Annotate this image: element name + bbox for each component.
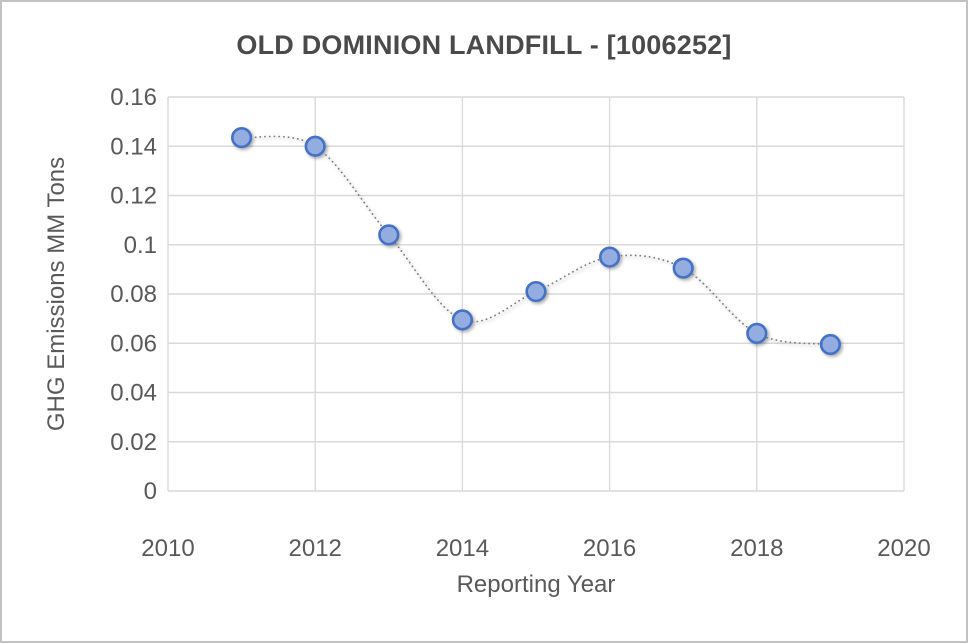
data-point-2016 xyxy=(598,246,621,268)
y-tick-label: 0.14 xyxy=(110,133,157,160)
data-point-2013 xyxy=(378,224,400,246)
data-point-2019 xyxy=(819,333,842,356)
y-tick-label: 0.12 xyxy=(110,183,157,210)
x-tick-label: 2014 xyxy=(436,535,489,562)
data-point-2018 xyxy=(746,322,768,345)
data-point-2011 xyxy=(231,127,253,149)
y-tick-label: 0.1 xyxy=(124,232,157,259)
series-ghg-emissions xyxy=(231,127,842,356)
x-tick-label: 2010 xyxy=(141,535,194,562)
y-tick-label: 0.04 xyxy=(110,380,157,407)
data-point-2017 xyxy=(672,257,694,279)
x-tick-label: 2018 xyxy=(730,535,783,562)
data-point-2012 xyxy=(304,135,326,157)
y-tick-label: 0.08 xyxy=(110,281,157,308)
y-tick-label: 0.02 xyxy=(110,429,157,456)
data-point-2014 xyxy=(451,309,474,331)
chart-title: OLD DOMINION LANDFILL - [1006252] xyxy=(236,30,732,60)
y-tick-label: 0 xyxy=(144,478,157,505)
data-point-2015 xyxy=(525,280,547,303)
x-tick-label: 2020 xyxy=(877,535,930,562)
y-tick-label: 0.06 xyxy=(110,330,157,357)
x-tick-label: 2016 xyxy=(583,535,636,562)
y-tick-label: 0.16 xyxy=(110,84,157,111)
x-axis-title: Reporting Year xyxy=(456,571,616,598)
x-tick-label: 2012 xyxy=(289,535,342,562)
dotted-trend-line xyxy=(240,135,832,346)
